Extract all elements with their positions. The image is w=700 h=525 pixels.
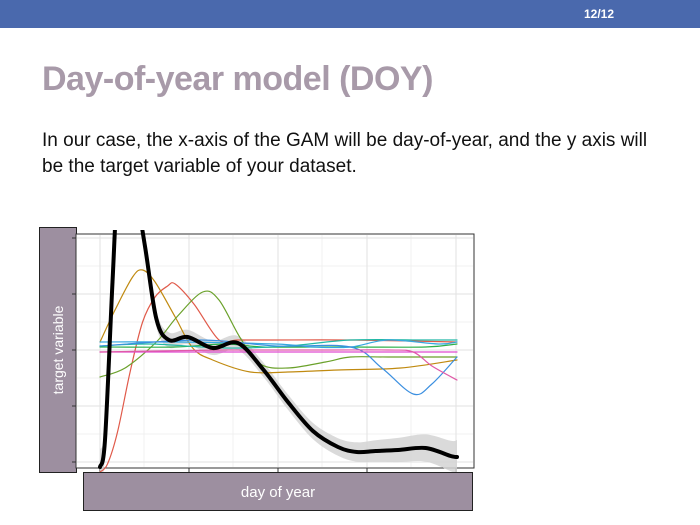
series-line-gam-fit xyxy=(98,230,459,469)
series-line-1 xyxy=(99,282,458,472)
x-axis-label: day of year xyxy=(240,484,316,501)
x-axis-label-box: day of year xyxy=(83,472,473,511)
series-line-9 xyxy=(99,349,458,381)
slide-body-text: In our case, the x-axis of the GAM will … xyxy=(42,130,648,177)
gam-chart xyxy=(72,230,475,472)
series-line-2 xyxy=(99,269,458,374)
slide-header-bar: 12/12 xyxy=(0,0,700,28)
page-number: 12/12 xyxy=(583,7,614,21)
y-axis-label-box: target variable xyxy=(39,227,77,473)
slide-title: Day-of-year model (DOY) xyxy=(42,60,433,98)
series-line-6 xyxy=(99,339,458,349)
series-layer xyxy=(98,230,459,472)
y-axis-label: target variable xyxy=(50,305,66,395)
series-line-4 xyxy=(99,343,458,348)
